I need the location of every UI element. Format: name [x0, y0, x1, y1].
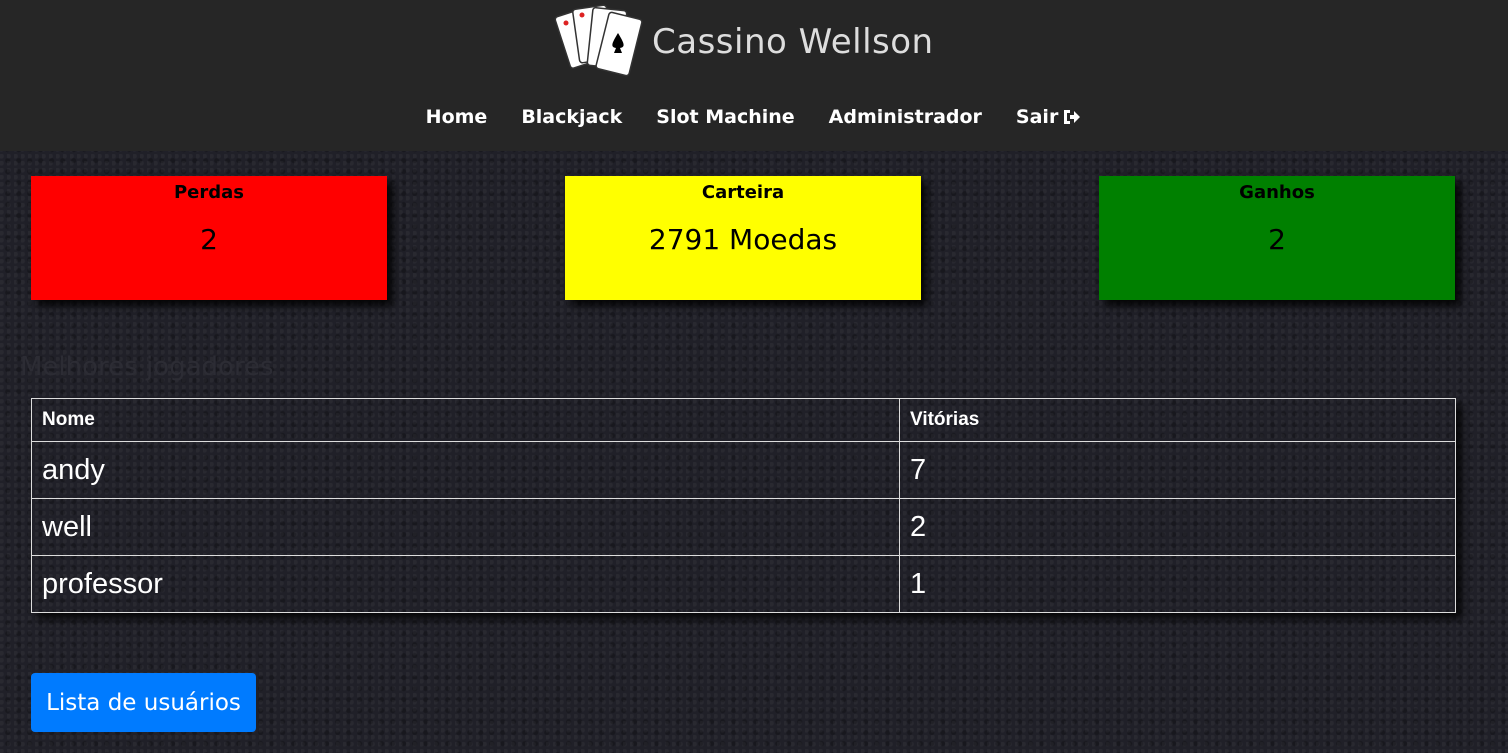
nav-link[interactable]: Sair	[1016, 106, 1082, 128]
brand[interactable]: Cassino Wellson	[554, 0, 934, 84]
column-header: Vitórias	[899, 398, 1456, 442]
nav-label: Sair	[1015, 106, 1059, 128]
logout-icon	[1064, 110, 1081, 124]
stat-label: Ganhos	[1239, 182, 1315, 203]
nav-link[interactable]: Administrador	[828, 106, 982, 128]
table-body: andy 7 well 2 professor 1	[31, 441, 1456, 613]
section-title: Melhores jogadores	[20, 352, 274, 382]
brand-name: Cassino Wellson	[652, 22, 934, 62]
stat-label: Perdas	[173, 182, 245, 203]
stat-value: 2791 Moedas	[648, 223, 838, 256]
header-row: Nome Vitórias	[31, 398, 1456, 442]
table-cell: 2	[899, 498, 1456, 556]
ranking-table: Nome Vitórias andy 7 well 2 professor 1	[31, 398, 1456, 613]
table-row: andy 7	[31, 441, 1456, 499]
table-cell: 1	[899, 555, 1456, 613]
table-cell: well	[31, 498, 900, 556]
header: Cassino Wellson Home Blackjack Slot Machin…	[0, 0, 1508, 151]
stat-card: Perdas 2	[31, 176, 387, 300]
stat-card: Carteira 2791 Moedas	[565, 176, 921, 300]
table-cell: andy	[31, 441, 900, 499]
table-row: professor 1	[31, 555, 1456, 613]
users-button[interactable]: Lista de usuários	[31, 673, 256, 732]
logo-cards	[554, 4, 643, 77]
nav-link[interactable]: Blackjack	[521, 106, 623, 128]
stat-value: 2	[200, 223, 218, 256]
table-cell: 7	[899, 441, 1456, 499]
stat-value: 2	[1268, 223, 1286, 256]
nav-link[interactable]: Home	[425, 106, 488, 128]
nav-link[interactable]: Slot Machine	[656, 106, 795, 128]
table-cell: professor	[31, 555, 900, 613]
table-row: well 2	[31, 498, 1456, 556]
column-header: Nome	[31, 398, 900, 442]
stat-card: Ganhos 2	[1099, 176, 1455, 300]
nav: Home Blackjack Slot Machine Administrador Sa…	[0, 106, 1508, 128]
stat-label: Carteira	[701, 182, 785, 203]
